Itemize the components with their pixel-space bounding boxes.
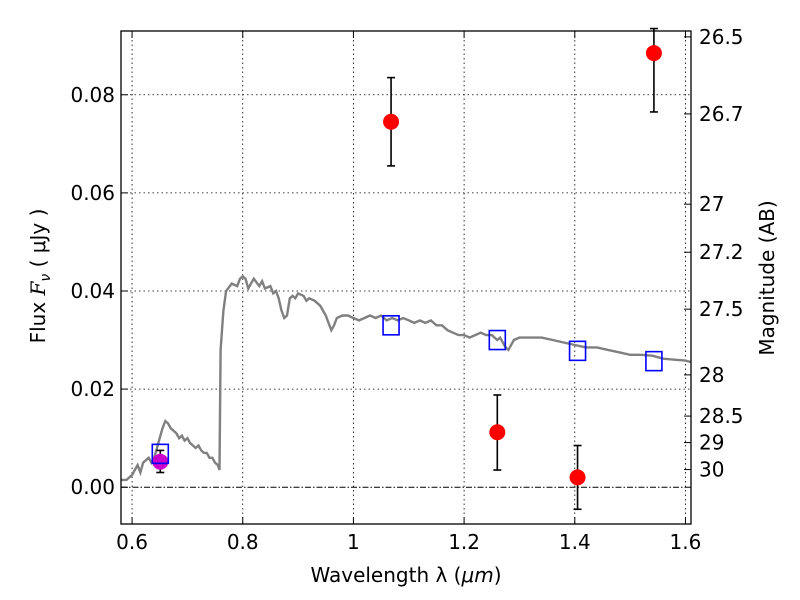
photometry-point <box>569 469 586 486</box>
y-axis-label: Flux Fν ( μJy ) <box>26 209 54 344</box>
photometry-point <box>645 45 662 62</box>
photometry-point <box>383 113 400 130</box>
synthetic-photometry-square <box>645 350 663 372</box>
synthetic-photometry-square <box>568 340 587 362</box>
right-axis-ticks: 26.5 26.7 27 27.2 27.5 28 28.5 29 30 <box>684 25 744 482</box>
x-tick-label: 1.4 <box>559 530 591 554</box>
photometry-point <box>489 424 506 441</box>
right-tick-label: 27.5 <box>699 297 744 321</box>
y-tick-label: 0.08 <box>70 83 115 107</box>
right-tick-label: 26.5 <box>699 25 744 49</box>
grid-lines <box>121 31 691 524</box>
x-axis-ticks: 0.6 0.8 1 1.2 1.4 1.6 <box>116 31 701 554</box>
y-tick-label: 0.00 <box>70 475 115 499</box>
right-tick-label: 27 <box>699 192 724 216</box>
model-spectrum-series <box>121 274 692 482</box>
model-spectrum-line <box>121 274 692 482</box>
right-tick-label: 26.7 <box>699 102 744 126</box>
x-tick-label: 1 <box>347 530 360 554</box>
synthetic-photometry-square <box>382 315 400 336</box>
synthetic-photometry-square <box>488 329 507 351</box>
y-tick-label: 0.04 <box>70 279 115 303</box>
x-tick-label: 0.6 <box>116 530 148 554</box>
photometry-point <box>152 453 169 470</box>
x-tick-label: 1.2 <box>448 530 480 554</box>
right-tick-label: 28.5 <box>699 404 744 428</box>
right-tick-label: 27.2 <box>699 240 744 264</box>
y-tick-label: 0.06 <box>70 181 115 205</box>
error-bars <box>156 27 658 511</box>
right-tick-label: 29 <box>699 431 724 455</box>
right-tick-label: 30 <box>699 458 724 482</box>
right-tick-label: 28 <box>699 363 724 387</box>
synthetic-photometry-squares <box>151 315 663 465</box>
synthetic-photometry-square <box>151 443 170 465</box>
y-axis-ticks: 0.00 0.02 0.04 0.06 0.08 <box>70 83 128 499</box>
x-tick-label: 1.6 <box>670 530 702 554</box>
photometry-points <box>152 45 662 486</box>
x-tick-label: 0.8 <box>227 530 259 554</box>
plot-frame <box>120 30 692 525</box>
x-axis-label: Wavelength λ (μm) <box>310 563 501 587</box>
y-tick-label: 0.02 <box>70 377 115 401</box>
right-axis-label: Magnitude (AB) <box>755 200 779 355</box>
